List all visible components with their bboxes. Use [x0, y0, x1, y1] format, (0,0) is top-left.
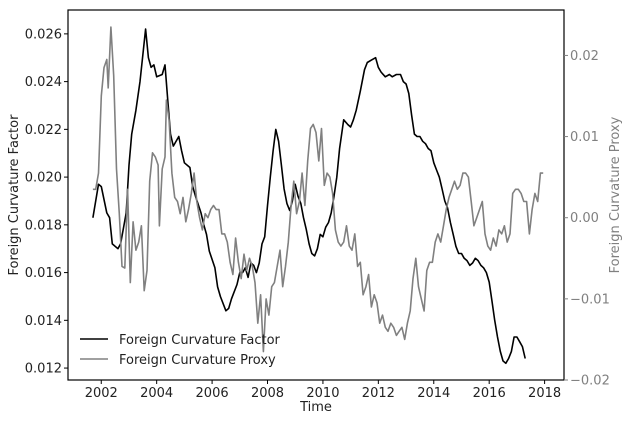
plot-border: [67, 9, 565, 381]
y-right-tick-label: −0.02: [570, 374, 610, 389]
y-right-tick-label: −0.01: [570, 292, 610, 307]
y-axis-left-label: Foreign Curvature Factor: [7, 114, 22, 276]
y-left-tick-label: 0.014: [25, 314, 62, 329]
x-tick-label: 2006: [196, 386, 229, 401]
x-tick-label: 2018: [528, 386, 561, 401]
x-tick-label: 2012: [362, 386, 395, 401]
y-axis-right-label: Foreign Curvature Proxy: [608, 116, 623, 273]
y-left-tick-label: 0.022: [25, 123, 62, 138]
y-right-tick-label: 0.01: [570, 130, 599, 145]
x-tick-label: 2010: [306, 386, 339, 401]
y-left-tick-label: 0.016: [25, 266, 62, 281]
legend-label-factor: Foreign Curvature Factor: [119, 333, 281, 348]
x-tick-label: 2002: [85, 386, 118, 401]
y-right-tick-label: 0.02: [570, 49, 599, 64]
y-left-tick-label: 0.024: [25, 75, 62, 90]
legend: Foreign Curvature Factor Foreign Curvatu…: [80, 333, 281, 368]
y-left-tick-label: 0.026: [25, 27, 62, 42]
legend-label-proxy: Foreign Curvature Proxy: [119, 353, 276, 368]
series-line-foreign-curvature-proxy: [92, 26, 544, 353]
y-axis-left: 0.012 0.014 0.016 0.018 0.020 0.022 0.024 0.026: [25, 27, 68, 377]
series-layer: [92, 26, 544, 365]
x-tick-label: 2004: [140, 386, 173, 401]
y-left-tick-label: 0.012: [25, 362, 62, 377]
y-left-tick-label: 0.018: [25, 218, 62, 233]
y-right-tick-label: 0.00: [570, 211, 599, 226]
y-axis-right: −0.02 −0.01 0.00 0.01 0.02: [564, 49, 610, 389]
y-left-tick-label: 0.020: [25, 171, 62, 186]
x-tick-label: 2014: [417, 386, 450, 401]
x-tick-label: 2008: [251, 386, 284, 401]
plot-area: [67, 9, 565, 381]
series-line-foreign-curvature-factor: [92, 28, 526, 365]
x-axis: 2002 2004 2006 2008 2010 2012 2014 2016 2018: [85, 380, 561, 401]
x-tick-label: 2016: [473, 386, 506, 401]
x-axis-label: Time: [299, 400, 332, 415]
